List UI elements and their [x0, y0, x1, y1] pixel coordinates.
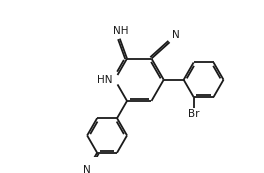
- Text: HN: HN: [97, 75, 112, 85]
- Text: Br: Br: [188, 109, 199, 119]
- Text: N: N: [172, 30, 180, 40]
- Text: N: N: [83, 165, 91, 173]
- Text: NH: NH: [113, 26, 128, 36]
